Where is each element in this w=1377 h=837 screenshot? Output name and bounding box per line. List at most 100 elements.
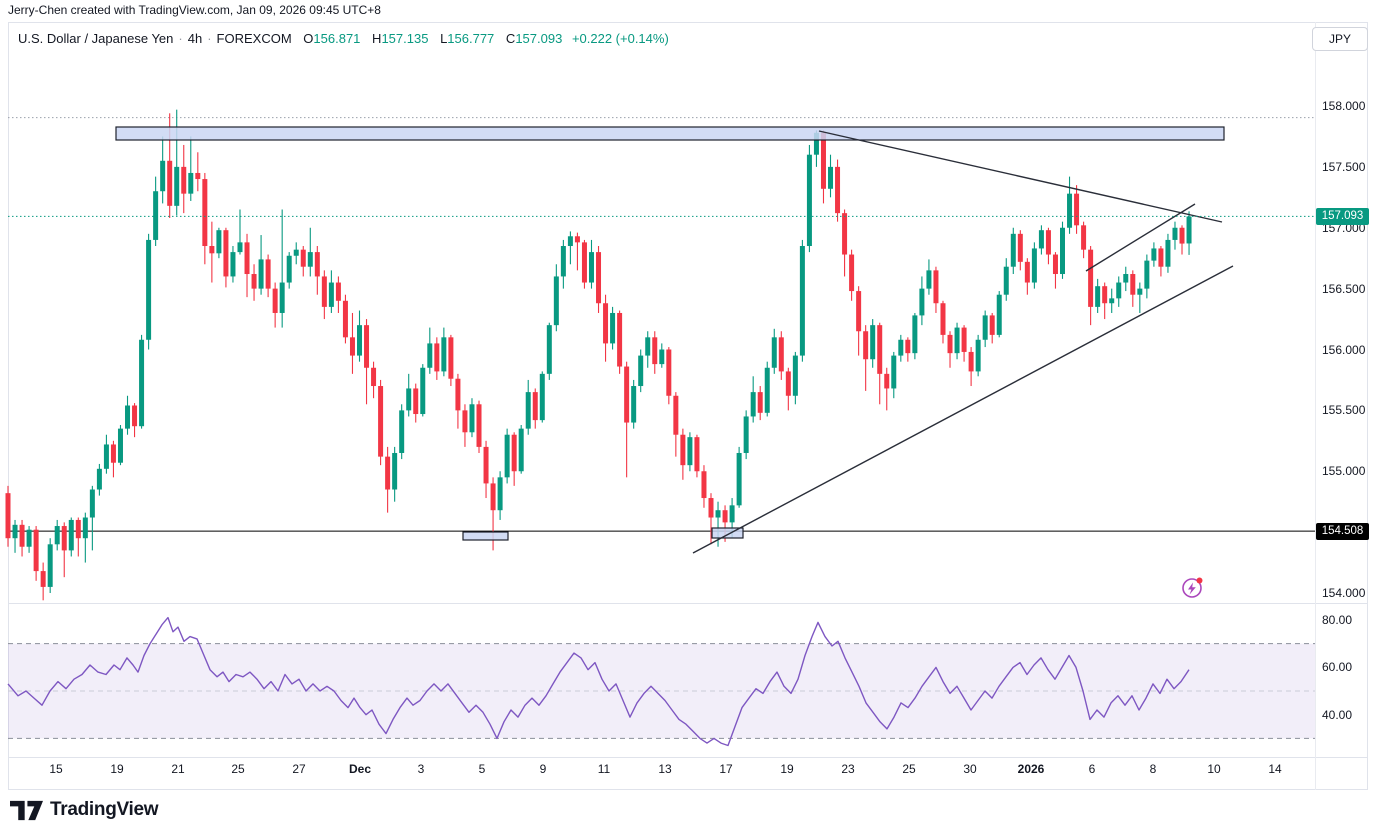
- ascending-trendline[interactable]: [692, 265, 1234, 554]
- time-tick-label: 17: [719, 762, 733, 776]
- candle-body: [406, 388, 412, 411]
- inner-ascending-trendline[interactable]: [1085, 203, 1196, 272]
- candle-body: [293, 249, 299, 256]
- candle-body: [1102, 286, 1108, 304]
- candle-body: [427, 343, 433, 368]
- time-tick-label: 25: [231, 762, 245, 776]
- candle-body: [631, 386, 637, 423]
- candle-body: [40, 571, 46, 587]
- candle-body: [687, 437, 693, 466]
- exchange-label[interactable]: FOREXCOM: [216, 31, 292, 46]
- candle-body: [469, 404, 475, 433]
- candle-body: [596, 252, 602, 304]
- currency-button[interactable]: JPY: [1312, 27, 1368, 51]
- candle-body: [1052, 254, 1058, 275]
- candle-body: [919, 288, 925, 316]
- rsi-tick-label: 60.00: [1322, 660, 1353, 675]
- candle-body: [265, 259, 271, 289]
- candle-body: [856, 291, 862, 332]
- candle-body: [117, 428, 123, 463]
- candle-body: [497, 477, 503, 511]
- time-tick-label: 21: [171, 762, 185, 776]
- time-tick-label: 19: [780, 762, 794, 776]
- candle-body: [89, 489, 95, 518]
- candle-body: [877, 325, 883, 374]
- candle-body: [357, 325, 362, 356]
- candle-body: [251, 274, 257, 289]
- descending-trendline[interactable]: [818, 130, 1223, 223]
- legend-separator: ·: [207, 31, 212, 46]
- candle-body: [188, 172, 194, 194]
- candle-body: [476, 404, 482, 447]
- candle-body: [764, 367, 770, 413]
- tradingview-logo[interactable]: TradingView: [10, 799, 159, 821]
- interval-label[interactable]: 4h: [187, 31, 203, 46]
- candle-body: [1186, 216, 1192, 244]
- close-label: C: [505, 31, 516, 46]
- candle-body: [694, 437, 700, 472]
- candle-body: [504, 434, 510, 478]
- candle-body: [1074, 193, 1080, 226]
- candle-body: [441, 337, 447, 372]
- candle-body: [659, 349, 665, 365]
- time-tick-label: 5: [478, 762, 486, 776]
- chart-frame: [8, 22, 1368, 790]
- candle-body: [736, 452, 742, 506]
- candle-body: [820, 132, 826, 189]
- candle-body: [125, 405, 131, 429]
- symbol-title[interactable]: U.S. Dollar / Japanese Yen: [18, 31, 174, 46]
- time-tick-label: 6: [1088, 762, 1096, 776]
- candle-body: [610, 312, 616, 344]
- candle-body: [1031, 248, 1037, 283]
- candle-body: [617, 312, 623, 367]
- candle-body: [757, 392, 763, 413]
- support-box-2[interactable]: [711, 527, 744, 539]
- candle-body: [181, 166, 187, 194]
- candle-body: [729, 505, 735, 523]
- candle-body: [982, 315, 988, 340]
- support-box-1[interactable]: [462, 531, 509, 541]
- candle-body: [314, 252, 320, 277]
- pane-divider[interactable]: [8, 603, 1368, 604]
- open-label: O: [303, 31, 314, 46]
- time-tick-label: 19: [110, 762, 124, 776]
- candle-body: [1045, 230, 1051, 255]
- candle-body: [230, 252, 236, 277]
- time-tick-label: 11: [597, 762, 611, 776]
- candle-body: [996, 294, 1002, 335]
- candle-body: [195, 172, 201, 180]
- candle-body: [1165, 239, 1171, 267]
- candle-body: [828, 166, 834, 189]
- candle-body: [54, 526, 60, 545]
- legend-separator: ·: [178, 31, 183, 46]
- time-tick-label: 8: [1149, 762, 1157, 776]
- candle-body: [19, 524, 25, 547]
- flash-icon[interactable]: [1180, 576, 1206, 607]
- candle-body: [209, 246, 215, 254]
- candle-body: [223, 230, 229, 277]
- price-axis-border: [1315, 22, 1316, 790]
- candle-body: [103, 444, 109, 469]
- candle-body: [961, 327, 967, 352]
- time-tick-label: 27: [292, 762, 306, 776]
- candle-body: [1024, 261, 1030, 283]
- candle-body: [202, 179, 208, 247]
- candle-body: [715, 510, 721, 518]
- candle-body: [673, 395, 679, 435]
- candle-body: [1116, 282, 1122, 299]
- candle-body: [413, 388, 419, 415]
- candle-body: [870, 325, 876, 360]
- resistance-zone[interactable]: [115, 126, 1225, 141]
- candle-body: [490, 483, 496, 511]
- candle-body: [26, 529, 32, 547]
- candle-body: [849, 254, 855, 292]
- low-label: L: [440, 31, 448, 46]
- candle-body: [1081, 225, 1087, 250]
- candle-body: [947, 334, 953, 354]
- candle-body: [884, 373, 890, 389]
- candle-body: [5, 493, 11, 539]
- rsi-tick-label: 80.00: [1322, 613, 1353, 627]
- candle-body: [933, 270, 939, 304]
- candle-body: [1109, 298, 1115, 304]
